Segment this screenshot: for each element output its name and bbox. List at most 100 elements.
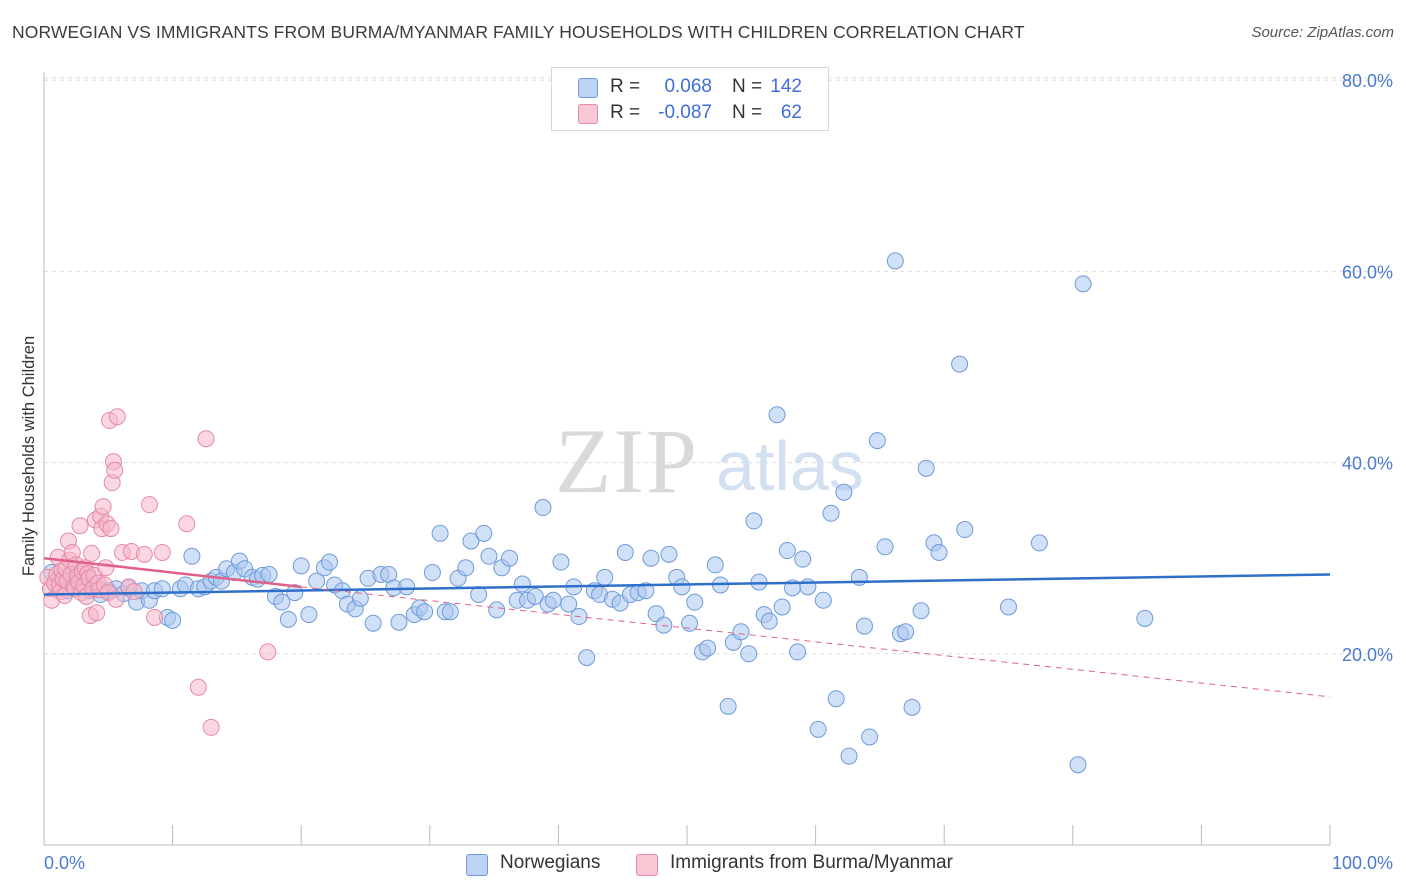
norwegian-point	[578, 649, 596, 667]
norwegian-point	[423, 564, 441, 582]
y-tick-label: 80.0%	[1342, 71, 1393, 91]
norwegian-point	[596, 568, 614, 586]
norwegian-point	[488, 601, 506, 619]
legend-swatch-blue	[578, 78, 598, 98]
norwegian-point	[183, 547, 201, 565]
norwegian-point	[912, 602, 930, 620]
chart-title: NORWEGIAN VS IMMIGRANTS FROM BURMA/MYANM…	[12, 22, 1025, 42]
norwegian-trend-line	[43, 573, 1331, 596]
bottom-legend-swatch-blue	[466, 854, 488, 876]
burma-point	[102, 520, 120, 538]
norwegian-point	[637, 582, 655, 600]
norwegian-point	[773, 598, 791, 616]
norwegian-point	[398, 578, 416, 596]
burma-point	[146, 608, 164, 626]
y-tick-labels: 20.0% 40.0% 60.0% 80.0%	[1342, 71, 1393, 665]
burma-point	[140, 496, 158, 514]
norwegian-point	[552, 553, 570, 571]
bottom-legend-swatch-pink	[636, 854, 658, 876]
trend-lines	[43, 556, 1331, 698]
norwegian-point	[778, 542, 796, 560]
x-tick-label-max: 100.0%	[1332, 853, 1393, 873]
norwegian-point	[260, 565, 278, 583]
norwegian-point	[840, 747, 858, 765]
norwegian-point	[655, 616, 673, 634]
norwegian-point	[441, 603, 459, 621]
burma-point	[71, 517, 89, 535]
burma-point	[202, 718, 220, 736]
norwegian-point	[544, 591, 562, 609]
norwegian-point	[706, 556, 724, 574]
burma-trend-extension	[301, 586, 1331, 698]
norwegian-point	[835, 483, 853, 501]
norwegian-point	[855, 617, 873, 635]
norwegian-point	[686, 593, 704, 611]
burma-point	[178, 515, 196, 533]
burma-point	[107, 590, 125, 608]
legend-swatch-pink	[578, 104, 598, 124]
norwegian-point	[1136, 609, 1154, 627]
legend-n-label: N =	[732, 76, 763, 97]
burma-point	[106, 461, 124, 479]
burma-point	[94, 498, 112, 516]
norwegian-point	[917, 459, 935, 477]
norwegian-point	[760, 612, 778, 630]
norwegian-point	[390, 613, 408, 631]
bottom-legend-label: Immigrants from Burma/Myanmar	[670, 852, 953, 873]
norwegian-point	[480, 547, 498, 565]
watermark-zip: ZIP	[555, 410, 699, 512]
burma-point	[83, 544, 101, 562]
legend-r-value: 0.068	[664, 76, 712, 97]
norwegian-point	[513, 575, 531, 593]
burma-trend-line	[43, 556, 302, 589]
norwegian-point	[699, 639, 717, 657]
norwegian-point	[789, 643, 807, 661]
x-ticks	[43, 825, 1331, 845]
norwegian-point	[809, 720, 827, 738]
norwegian-point	[475, 524, 493, 542]
norwegian-point	[286, 584, 304, 602]
norwegian-point	[822, 504, 840, 522]
burma-point	[97, 559, 115, 577]
scatter-points	[39, 252, 1154, 774]
norwegian-point	[660, 545, 678, 563]
norwegian-point	[956, 521, 974, 539]
norwegian-point	[431, 524, 449, 542]
burma-point	[108, 408, 126, 426]
norwegian-point	[897, 623, 915, 641]
y-tick-label: 40.0%	[1342, 454, 1393, 474]
norwegian-point	[616, 543, 634, 561]
burma-point	[135, 545, 153, 563]
burma-point	[125, 583, 143, 601]
norwegian-point	[560, 595, 578, 613]
source-credit: Source: ZipAtlas.com	[1251, 24, 1394, 41]
legend-n-value: 62	[780, 102, 802, 123]
burma-point	[197, 430, 215, 448]
burma-point	[259, 643, 277, 661]
norwegian-point	[681, 614, 699, 632]
burma-point	[189, 678, 207, 696]
norwegian-point	[1074, 275, 1092, 293]
norwegian-point	[951, 355, 969, 373]
norwegian-point	[164, 611, 182, 629]
legend-row-norwegians: R = 0.068 N = 142	[552, 75, 828, 101]
norwegian-point	[745, 512, 763, 530]
norwegian-point	[273, 593, 291, 611]
stats-legend: R = 0.068 N = 142 R = -0.087 N = 62	[551, 67, 829, 131]
norwegian-point	[300, 606, 318, 624]
norwegian-point	[364, 614, 382, 632]
legend-n-value: 142	[770, 76, 802, 97]
legend-n-label: N =	[732, 102, 763, 123]
norwegian-point	[526, 587, 544, 605]
norwegian-point	[719, 697, 737, 715]
norwegian-point	[740, 645, 758, 663]
norwegian-point	[534, 499, 552, 517]
norwegian-point	[814, 591, 832, 609]
y-tick-label: 60.0%	[1342, 262, 1393, 282]
norwegian-point	[1069, 756, 1087, 774]
norwegian-point	[861, 728, 879, 746]
norwegian-point	[930, 543, 948, 561]
norwegian-point	[1000, 598, 1017, 616]
norwegian-point	[876, 538, 894, 556]
norwegian-point	[903, 698, 921, 716]
